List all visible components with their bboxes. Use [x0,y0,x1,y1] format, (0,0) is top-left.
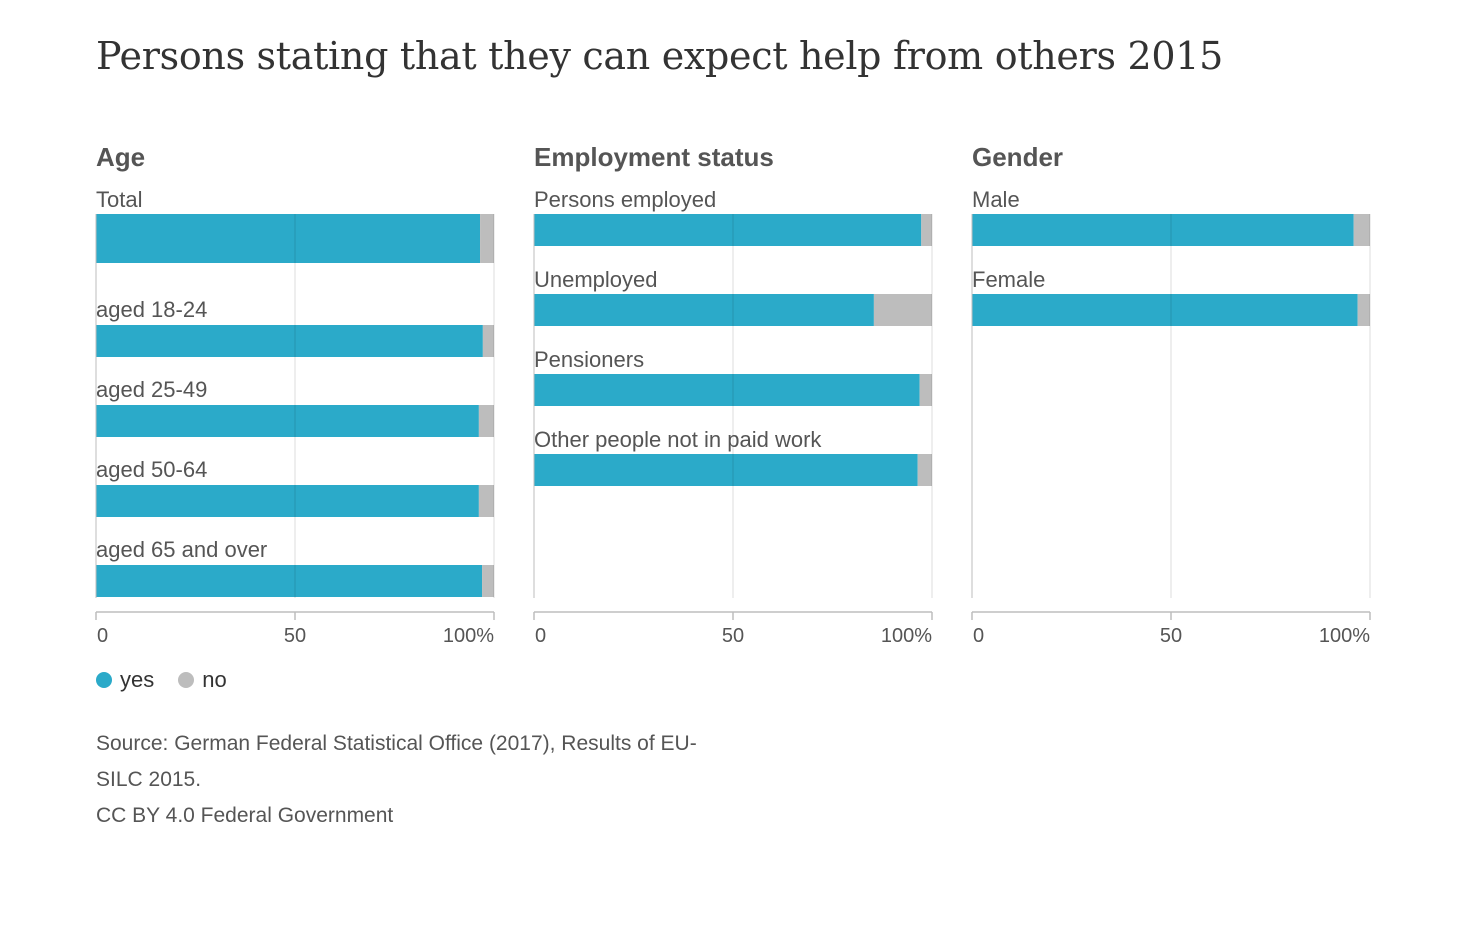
x-tick-label: 50 [722,625,744,647]
bar-yes [96,325,483,357]
bar-no [873,294,932,326]
bar-no [478,485,494,517]
legend-item-yes: yes [96,667,154,693]
chart-title: Persons stating that they can expect hel… [96,34,1223,78]
x-tick-label: 50 [284,625,306,647]
bar-yes [972,214,1354,246]
category-label: Male [972,187,1020,212]
category-label: aged 25-49 [96,377,207,402]
x-tick-label: 0 [97,625,108,647]
panel-title: Age [96,142,145,172]
bar-no [1353,214,1370,246]
bar-yes [534,454,918,486]
category-label: aged 18-24 [96,297,207,322]
bar-yes [96,214,481,263]
x-tick-label: 100% [1319,625,1370,647]
bar-no [921,214,932,246]
bar-yes [96,405,479,437]
bar-no [482,325,494,357]
bar-no [478,405,494,437]
x-tick-label: 0 [973,625,984,647]
source-note: Source: German Federal Statistical Offic… [96,726,736,834]
category-label: Persons employed [534,187,716,212]
category-label: Pensioners [534,347,644,372]
bar-yes [96,485,479,517]
panel-title: Employment status [534,142,774,172]
legend: yes no [96,667,251,693]
bar-yes [534,214,922,246]
x-tick-label: 0 [535,625,546,647]
legend-no-swatch [178,672,195,688]
bar-no [482,565,494,597]
category-label: aged 65 and over [96,537,267,562]
bar-yes [534,294,874,326]
license-line: CC BY 4.0 Federal Government [96,804,394,827]
legend-yes-swatch [96,672,112,688]
category-label: Unemployed [534,267,658,292]
legend-no-label: no [202,667,227,692]
x-tick-label: 50 [1160,625,1182,647]
category-label: Other people not in paid work [534,427,822,452]
source-line: Source: German Federal Statistical Offic… [96,732,697,755]
bar-no [1357,294,1370,326]
legend-item-no: no [178,667,227,693]
bar-no [917,454,932,486]
category-label: aged 50-64 [96,457,207,482]
bar-yes [972,294,1358,326]
bar-yes [534,374,920,406]
category-label: Total [96,187,142,212]
category-label: Female [972,267,1045,292]
x-tick-label: 100% [443,625,494,647]
bar-no [919,374,932,406]
source-line: SILC 2015. [96,768,202,791]
bar-no [480,214,494,263]
x-tick-label: 100% [881,625,932,647]
legend-yes-label: yes [120,667,155,692]
panel-title: Gender [972,142,1063,172]
bar-yes [96,565,483,597]
